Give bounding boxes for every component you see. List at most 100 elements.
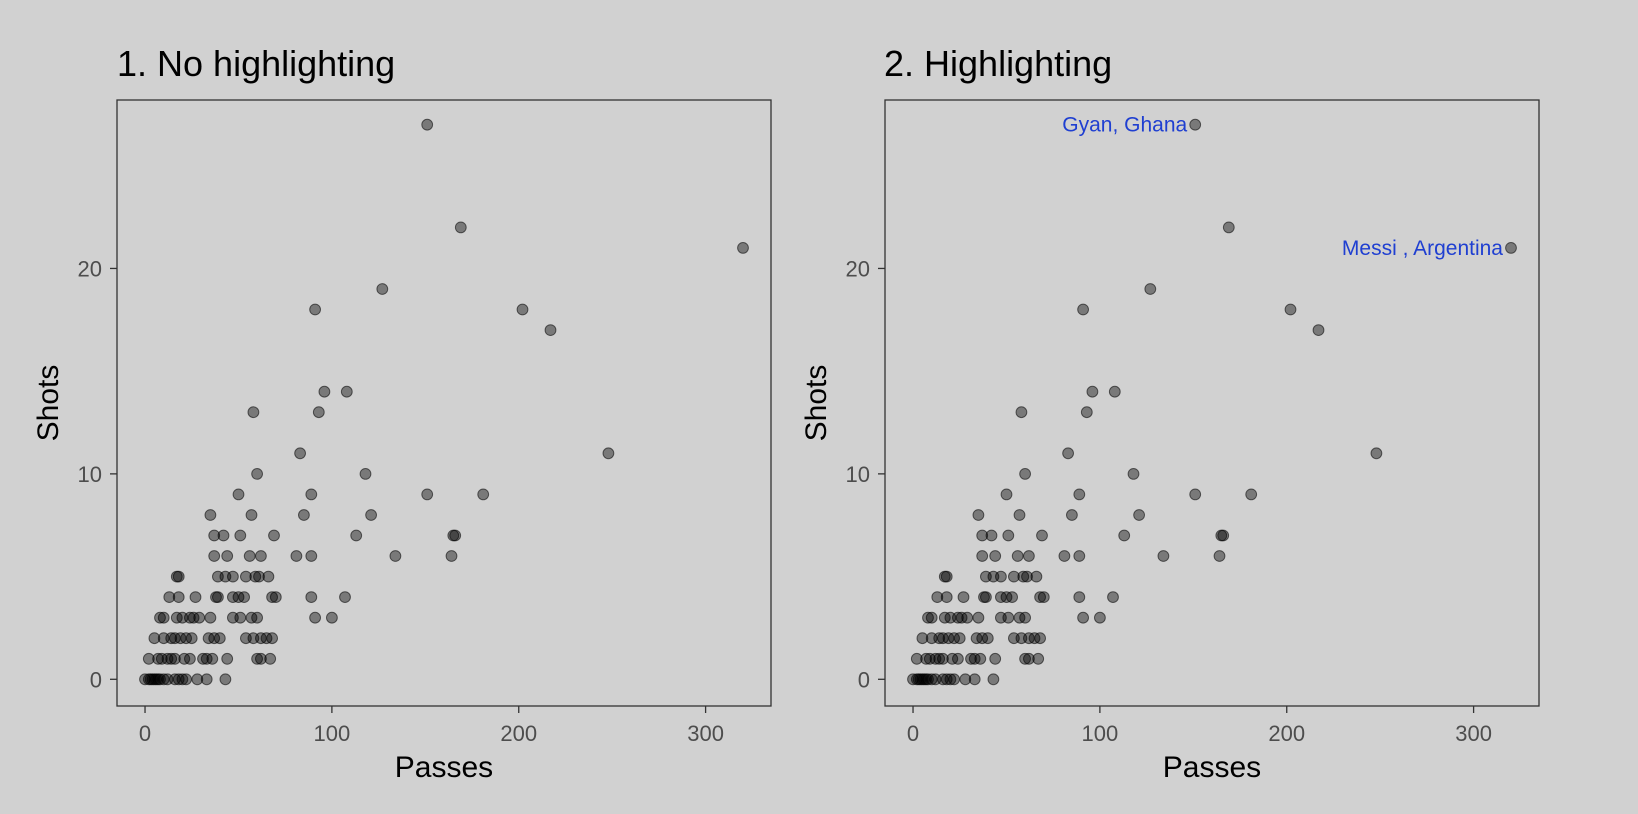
data-point <box>249 570 262 583</box>
data-point <box>1019 611 1031 624</box>
data-point <box>968 673 981 686</box>
panel-border <box>884 99 1540 707</box>
data-point <box>1094 611 1106 624</box>
y-tick-label: 10 <box>846 462 870 487</box>
data-point <box>1034 632 1046 645</box>
x-tick-label: 0 <box>907 721 919 746</box>
data-point <box>1107 591 1119 603</box>
data-point <box>208 550 221 562</box>
data-point <box>957 591 970 603</box>
data-point <box>910 652 923 665</box>
data-point <box>180 673 193 686</box>
data-point <box>213 632 226 645</box>
y-axis-title: Shots <box>800 365 833 442</box>
data-point <box>933 632 946 645</box>
data-point <box>976 529 989 542</box>
data-point <box>197 652 209 665</box>
data-point <box>251 652 264 665</box>
data-point <box>389 550 402 562</box>
plot-title: 2. Highlighting <box>884 43 1112 84</box>
data-point <box>933 652 946 665</box>
data-point <box>974 652 987 665</box>
data-point <box>217 529 230 542</box>
data-point <box>152 652 165 665</box>
data-point <box>421 118 434 131</box>
data-point <box>148 632 161 645</box>
data-point <box>965 652 977 665</box>
data-point <box>1370 447 1383 460</box>
data-point <box>268 529 280 542</box>
data-point <box>602 447 615 460</box>
data-point <box>350 529 363 542</box>
data-point <box>262 570 275 583</box>
data-point <box>266 632 279 645</box>
data-point <box>305 488 318 501</box>
data-point <box>340 385 353 398</box>
data-point <box>184 652 196 665</box>
point-annotation: Gyan, Ghana <box>1062 114 1187 137</box>
data-point <box>255 652 267 665</box>
data-point <box>365 509 378 521</box>
point-annotation: Messi , Argentina <box>1342 237 1503 260</box>
data-point <box>238 591 251 603</box>
data-point <box>264 652 277 665</box>
data-point <box>1077 303 1089 316</box>
data-point <box>245 509 258 521</box>
data-point <box>269 591 282 603</box>
data-point <box>1023 550 1035 562</box>
data-point <box>339 591 351 603</box>
data-point <box>1189 488 1202 501</box>
data-point <box>959 673 972 686</box>
data-point <box>1000 488 1013 501</box>
data-point <box>972 611 985 624</box>
data-point <box>376 283 389 295</box>
data-point <box>980 591 992 603</box>
data-point <box>189 591 202 603</box>
data-point <box>916 632 929 645</box>
data-point <box>1086 385 1099 398</box>
data-point <box>219 673 232 686</box>
data-point <box>1019 652 1031 665</box>
data-point <box>234 611 247 624</box>
data-point <box>1077 611 1089 624</box>
data-point <box>1019 468 1031 480</box>
data-point <box>477 488 490 501</box>
data-point <box>359 468 372 480</box>
data-point <box>995 570 1007 583</box>
x-tick-label: 100 <box>1082 721 1119 746</box>
data-point <box>185 632 198 645</box>
data-point <box>1080 406 1093 419</box>
data-point <box>309 303 322 316</box>
y-tick-label: 0 <box>858 667 870 692</box>
points <box>907 118 1517 686</box>
data-point <box>253 570 265 583</box>
data-point <box>163 591 176 603</box>
data-point <box>948 673 960 686</box>
data-point <box>1008 570 1020 583</box>
data-point <box>516 303 529 316</box>
panel-no-highlighting: 1. No highlighting 0 100 200 300 0 10 20 Passes S… <box>32 43 772 784</box>
data-point <box>165 632 178 645</box>
data-point <box>247 406 260 419</box>
data-point <box>142 652 155 665</box>
data-point <box>176 673 189 686</box>
data-point <box>193 611 206 624</box>
data-point <box>1037 591 1050 603</box>
y-tick-label: 10 <box>78 462 102 487</box>
data-point <box>165 652 178 665</box>
data-point <box>204 611 217 624</box>
data-point <box>952 652 964 665</box>
data-point <box>251 611 264 624</box>
data-point <box>1127 468 1140 480</box>
data-point <box>989 550 1002 562</box>
data-point <box>212 591 224 603</box>
x-tick-label: 200 <box>1268 721 1305 746</box>
data-point <box>1073 488 1086 501</box>
data-point <box>1133 509 1145 521</box>
points <box>139 118 749 686</box>
data-point <box>298 509 310 521</box>
x-axis-title: Passes <box>395 751 493 784</box>
data-point <box>305 591 318 603</box>
data-point <box>1021 570 1033 583</box>
